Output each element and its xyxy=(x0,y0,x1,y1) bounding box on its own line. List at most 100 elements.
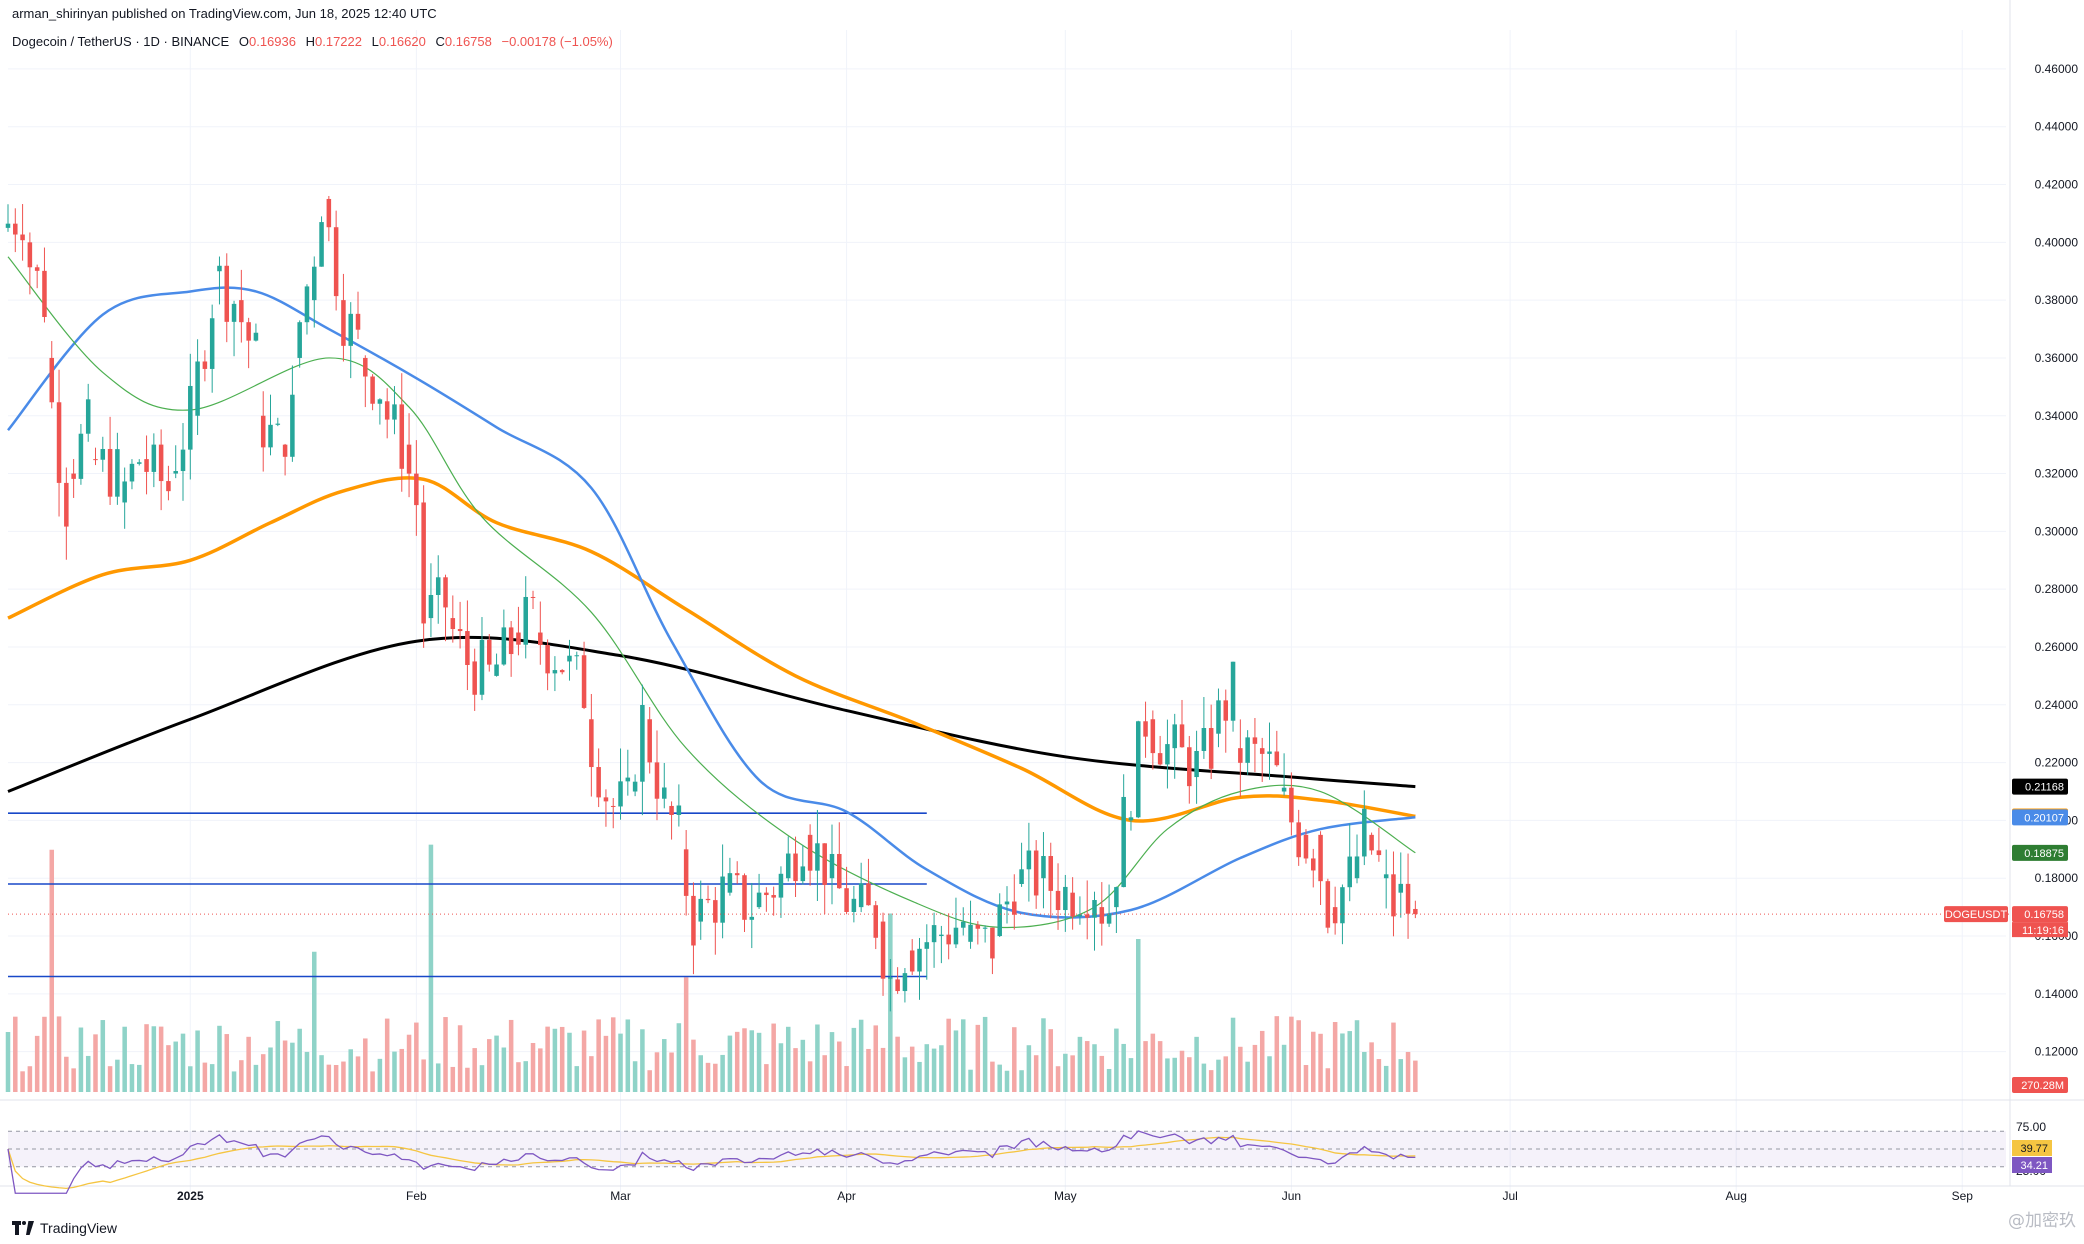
candle xyxy=(990,927,995,975)
candle-body xyxy=(1347,856,1352,888)
candle xyxy=(78,423,84,485)
candle xyxy=(158,429,164,511)
candle-body xyxy=(1012,901,1017,915)
candle xyxy=(1405,853,1411,939)
price-tick-label: 0.30000 xyxy=(2035,524,2079,538)
candle xyxy=(559,669,565,675)
volume-bar xyxy=(1223,1056,1229,1092)
candle-body xyxy=(326,198,332,228)
candle xyxy=(844,866,849,915)
volume-bar xyxy=(1238,1046,1243,1092)
volume-bar xyxy=(610,1017,616,1092)
candle xyxy=(202,350,208,382)
candle-body xyxy=(1063,886,1068,911)
candle xyxy=(129,459,135,490)
rsi-ma-line xyxy=(7,1136,1416,1190)
candle-body xyxy=(209,318,215,369)
rsi-tick-label: 75.00 xyxy=(2016,1120,2046,1134)
candle xyxy=(1281,753,1287,796)
candle-body xyxy=(829,853,835,879)
volume-bar xyxy=(756,1032,762,1092)
candle xyxy=(1194,730,1199,804)
candle xyxy=(691,882,696,975)
candle-body xyxy=(815,843,820,871)
candle xyxy=(450,595,456,643)
candle xyxy=(982,925,988,943)
price-tick-label: 0.24000 xyxy=(2035,698,2079,712)
volume-bar xyxy=(727,1035,733,1092)
price-tick-label: 0.42000 xyxy=(2035,178,2079,192)
candle-body xyxy=(1362,808,1367,857)
symbol-line: Dogecoin / TetherUS · 1D · BINANCE xyxy=(12,34,230,49)
candle xyxy=(508,621,514,677)
candle-body xyxy=(508,627,514,655)
volume-bar xyxy=(603,1035,609,1092)
candle xyxy=(363,355,368,408)
volume-bar xyxy=(1041,1018,1046,1092)
candle-body xyxy=(1267,751,1272,754)
tradingview-brand[interactable]: TradingView xyxy=(12,1220,117,1236)
time-tick-label: Jun xyxy=(1282,1189,1301,1203)
candle xyxy=(1252,717,1258,773)
candle xyxy=(574,651,580,670)
candle xyxy=(1289,772,1294,836)
candle xyxy=(494,653,499,677)
candle-body xyxy=(1201,728,1207,751)
volume-bars xyxy=(5,844,1418,1092)
volume-bar xyxy=(304,1051,310,1092)
volume-bar xyxy=(662,1039,667,1092)
candle xyxy=(618,748,623,820)
price-tick-label: 0.12000 xyxy=(2035,1045,2079,1059)
candle-body xyxy=(807,834,813,871)
candle-body xyxy=(1150,719,1156,754)
candle-body xyxy=(1245,737,1250,763)
time-tick-label: May xyxy=(1054,1189,1077,1203)
candle-body xyxy=(924,942,930,949)
candle-body xyxy=(443,577,448,608)
candle-body xyxy=(676,805,682,815)
volume-bar xyxy=(1048,1029,1054,1092)
candle xyxy=(115,432,120,505)
volume-bar xyxy=(173,1041,178,1092)
candle xyxy=(166,465,171,501)
candle-body xyxy=(640,705,645,782)
volume-bar xyxy=(705,1062,711,1092)
candle-body xyxy=(734,873,740,876)
candle xyxy=(275,417,281,427)
volume-bar xyxy=(953,1030,959,1092)
candle-body xyxy=(1157,753,1163,765)
candle-body xyxy=(953,927,959,945)
volume-bar xyxy=(275,1021,281,1092)
candle xyxy=(1340,884,1345,945)
candle-body xyxy=(27,242,33,268)
candle xyxy=(1303,829,1309,864)
volume-bar xyxy=(647,1070,652,1092)
volume-bar xyxy=(1165,1058,1170,1092)
candle-body xyxy=(166,481,171,492)
price-badge-bg xyxy=(2012,778,2068,795)
candle xyxy=(224,253,230,343)
volume-bar xyxy=(49,849,55,1092)
candle xyxy=(793,836,798,898)
volume-badge: 270.28M xyxy=(2012,1077,2068,1093)
candle-body xyxy=(1289,787,1294,823)
candle-body xyxy=(909,950,915,972)
volume-bar xyxy=(1405,1051,1411,1092)
candle xyxy=(1208,704,1214,780)
candle xyxy=(1048,842,1054,919)
candle-body xyxy=(377,399,383,404)
volume-bar xyxy=(858,1019,864,1092)
candle-body xyxy=(1187,747,1192,787)
volume-bar xyxy=(640,1029,645,1092)
candle-body xyxy=(42,270,47,317)
volume-bar xyxy=(669,1052,674,1092)
candle xyxy=(457,601,463,649)
candle xyxy=(1070,877,1075,930)
volume-bar xyxy=(1084,1041,1090,1092)
candle-body xyxy=(1354,856,1360,879)
candle-body xyxy=(844,888,849,912)
volume-bar xyxy=(851,1027,857,1092)
candle-body xyxy=(691,895,696,946)
tradingview-name: TradingView xyxy=(40,1220,118,1236)
